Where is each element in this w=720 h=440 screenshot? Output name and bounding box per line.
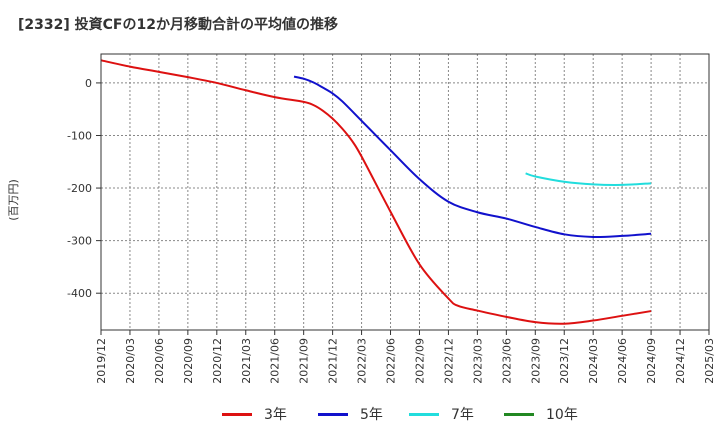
- grid-lines: [100, 54, 710, 330]
- y-tick-label: -100: [67, 129, 92, 142]
- legend-label: 10年: [546, 407, 578, 423]
- x-tick-label: 2025/03: [703, 338, 716, 384]
- chart-title: [2332] 投資CFの12か月移動合計の平均値の推移: [18, 17, 338, 33]
- x-tick-label: 2023/06: [500, 338, 513, 384]
- x-tick-label: 2024/09: [645, 338, 658, 384]
- x-tick-label: 2021/09: [298, 338, 311, 384]
- x-tick-label: 2022/09: [413, 338, 426, 384]
- y-axis-label: (百万円): [7, 179, 20, 221]
- x-axis-ticks: 2019/12 2020/03 2020/06 2020/09 2020/12 2021/…: [95, 330, 716, 384]
- legend-label: 3年: [264, 407, 287, 423]
- y-tick-label: 0: [85, 77, 92, 90]
- legend-item: 3年: [222, 404, 287, 424]
- legend-swatch: [504, 412, 534, 416]
- x-tick-label: 2021/12: [327, 338, 340, 384]
- legend: 3年 5年 7年 10年: [0, 400, 720, 430]
- series-lines: [100, 59, 652, 325]
- x-tick-label: 2022/03: [356, 338, 369, 384]
- x-tick-label: 2024/12: [674, 338, 687, 384]
- x-tick-label: 2024/06: [616, 338, 629, 384]
- legend-swatch: [409, 412, 439, 416]
- legend-label: 5年: [360, 407, 383, 423]
- x-tick-label: 2023/03: [471, 338, 484, 384]
- x-tick-label: 2019/12: [95, 338, 108, 384]
- x-tick-label: 2021/03: [240, 338, 253, 384]
- x-tick-label: 2020/12: [211, 338, 224, 384]
- x-tick-label: 2022/12: [442, 338, 455, 384]
- x-tick-label: 2020/03: [124, 338, 137, 384]
- series-line-7年: [525, 172, 652, 186]
- series-line-3年: [100, 59, 652, 325]
- x-tick-label: 2021/06: [269, 338, 282, 384]
- legend-label: 7年: [451, 407, 474, 423]
- x-tick-label: 2024/03: [587, 338, 600, 384]
- plot-frame: [100, 53, 710, 331]
- series-line-5年: [293, 75, 652, 239]
- legend-item: 7年: [409, 404, 474, 424]
- x-tick-label: 2023/09: [529, 338, 542, 384]
- x-tick-label: 2020/09: [182, 338, 195, 384]
- y-tick-label: -400: [67, 287, 92, 300]
- legend-swatch: [318, 412, 348, 416]
- x-tick-label: 2020/06: [153, 338, 166, 384]
- legend-swatch: [222, 412, 252, 416]
- legend-item: 10年: [504, 404, 578, 424]
- line-chart: 0-100-200-300-400 2019/12 2020/03 2020/06 2…: [7, 53, 716, 384]
- y-tick-label: -200: [67, 182, 92, 195]
- y-tick-label: -300: [67, 235, 92, 248]
- x-tick-label: 2022/06: [385, 338, 398, 384]
- x-tick-label: 2023/12: [558, 338, 571, 384]
- legend-item: 5年: [318, 404, 383, 424]
- y-axis-ticks: 0 -100 -200 -300 -400: [67, 77, 101, 300]
